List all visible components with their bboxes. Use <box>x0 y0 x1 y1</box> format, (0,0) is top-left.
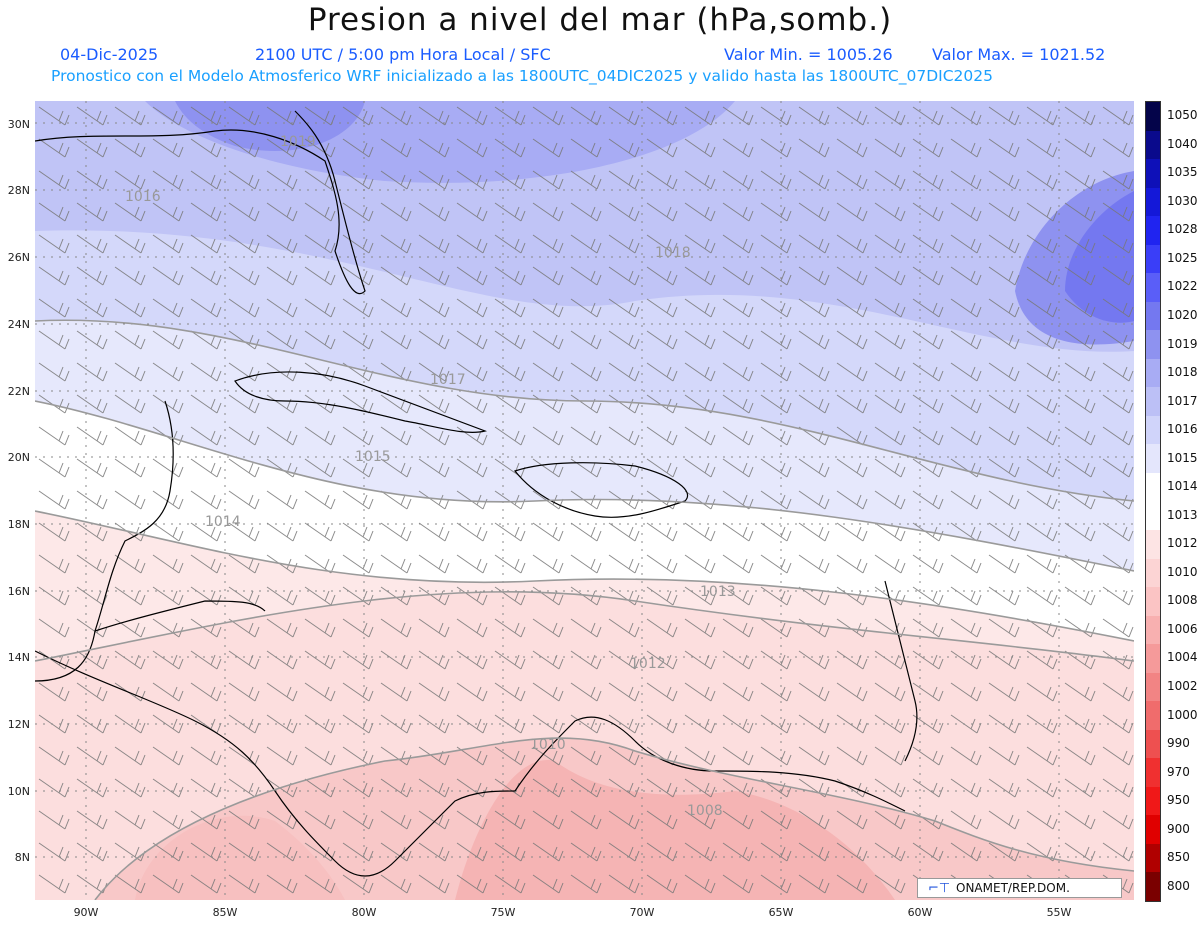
colorbar-swatch <box>1146 587 1160 617</box>
colorbar-swatch <box>1146 159 1160 189</box>
lon-label: 85W <box>212 906 238 919</box>
colorbar-label: 1010 <box>1167 564 1198 579</box>
lon-label: 55W <box>1046 906 1072 919</box>
lon-label: 80W <box>351 906 377 919</box>
colorbar-label: 1019 <box>1167 336 1198 351</box>
colorbar-swatch <box>1146 701 1160 731</box>
colorbar-label: 1016 <box>1167 422 1198 437</box>
colorbar-swatch <box>1146 615 1160 645</box>
colorbar <box>1145 101 1161 902</box>
colorbar-swatch <box>1146 330 1160 360</box>
colorbar-swatch <box>1146 187 1160 217</box>
forecast-time: 2100 UTC / 5:00 pm Hora Local / SFC <box>255 45 551 64</box>
lat-label: 18N <box>7 518 30 531</box>
lon-label: 65W <box>768 906 794 919</box>
colorbar-label: 1022 <box>1167 279 1198 294</box>
colorbar-label: 1025 <box>1167 250 1198 265</box>
colorbar-swatch <box>1146 301 1160 331</box>
colorbar-label: 1012 <box>1167 536 1198 551</box>
credit-box: ⌐⊤ ONAMET/REP.DOM. <box>917 878 1122 898</box>
colorbar-label: 1040 <box>1167 136 1198 151</box>
colorbar-swatch <box>1146 216 1160 246</box>
min-value: Valor Min. = 1005.26 <box>724 45 893 64</box>
colorbar-swatch <box>1146 815 1160 845</box>
colorbar-label: 1008 <box>1167 593 1198 608</box>
colorbar-label: 1017 <box>1167 393 1198 408</box>
colorbar-swatch <box>1146 843 1160 873</box>
max-value: Valor Max. = 1021.52 <box>932 45 1106 64</box>
colorbar-label: 950 <box>1167 793 1190 808</box>
colorbar-swatch <box>1146 102 1160 132</box>
lat-label: 16N <box>7 585 30 598</box>
lat-label: 8N <box>14 851 30 864</box>
colorbar-label: 1013 <box>1167 507 1198 522</box>
colorbar-label: 1000 <box>1167 707 1198 722</box>
forecast-date: 04-Dic-2025 <box>60 45 159 64</box>
colorbar-swatch <box>1146 472 1160 502</box>
pressure-map[interactable]: 1016 1015 1014 1013 1012 1010 1008 1017 … <box>35 101 1134 900</box>
lon-label: 90W <box>73 906 99 919</box>
colorbar-label: 1020 <box>1167 308 1198 323</box>
contour-label: 1012 <box>630 656 666 672</box>
contour-label: 1017 <box>430 372 466 388</box>
colorbar-swatch <box>1146 872 1160 902</box>
colorbar-label: 1006 <box>1167 621 1198 636</box>
colorbar-label: 1050 <box>1167 108 1198 123</box>
colorbar-swatch <box>1146 758 1160 788</box>
colorbar-label: 1018 <box>1167 365 1198 380</box>
lon-label: 75W <box>490 906 516 919</box>
map-title: Presion a nivel del mar (hPa,somb.) <box>307 2 893 38</box>
colorbar-label: 1014 <box>1167 479 1198 494</box>
lat-label: 24N <box>7 318 30 331</box>
contour-label: 1008 <box>687 803 723 819</box>
colorbar-label: 1035 <box>1167 165 1198 180</box>
contour-label: 1013 <box>700 584 736 600</box>
colorbar-label: 1002 <box>1167 678 1198 693</box>
lat-label: 12N <box>7 718 30 731</box>
lat-label: 10N <box>7 785 30 798</box>
colorbar-swatch <box>1146 786 1160 816</box>
colorbar-label: 1015 <box>1167 450 1198 465</box>
lat-label: 22N <box>7 385 30 398</box>
colorbar-swatch <box>1146 558 1160 588</box>
colorbar-label: 800 <box>1167 878 1190 893</box>
colorbar-swatch <box>1146 501 1160 531</box>
colorbar-swatch <box>1146 644 1160 674</box>
colorbar-swatch <box>1146 130 1160 160</box>
contour-label: 1015 <box>355 449 391 465</box>
colorbar-swatch <box>1146 444 1160 474</box>
colorbar-swatch <box>1146 415 1160 445</box>
colorbar-swatch <box>1146 244 1160 274</box>
credit-text: ONAMET/REP.DOM. <box>956 881 1070 895</box>
colorbar-label: 1028 <box>1167 222 1198 237</box>
forecast-description: Pronostico con el Modelo Atmosferico WRF… <box>51 67 993 85</box>
wind-barb-icon: ⌐⊤ <box>928 881 951 896</box>
lat-label: 28N <box>7 184 30 197</box>
contour-label: 1010 <box>530 737 566 753</box>
colorbar-label: 1030 <box>1167 193 1198 208</box>
colorbar-swatch <box>1146 672 1160 702</box>
lon-label: 70W <box>629 906 655 919</box>
colorbar-label: 990 <box>1167 736 1190 751</box>
colorbar-label: 1004 <box>1167 650 1198 665</box>
colorbar-swatch <box>1146 358 1160 388</box>
colorbar-swatch <box>1146 729 1160 759</box>
contour-label: 1018 <box>655 245 691 261</box>
lat-label: 26N <box>7 251 30 264</box>
colorbar-label: 900 <box>1167 821 1190 836</box>
colorbar-label: 850 <box>1167 850 1190 865</box>
colorbar-swatch <box>1146 530 1160 560</box>
contour-label: 1014 <box>205 514 241 530</box>
lon-label: 60W <box>907 906 933 919</box>
colorbar-swatch <box>1146 273 1160 303</box>
colorbar-swatch <box>1146 387 1160 417</box>
lat-label: 30N <box>7 118 30 131</box>
lat-label: 20N <box>7 451 30 464</box>
lat-label: 14N <box>7 651 30 664</box>
colorbar-label: 970 <box>1167 764 1190 779</box>
contour-label: 1019 <box>280 134 316 150</box>
contour-label: 1016 <box>125 189 161 205</box>
